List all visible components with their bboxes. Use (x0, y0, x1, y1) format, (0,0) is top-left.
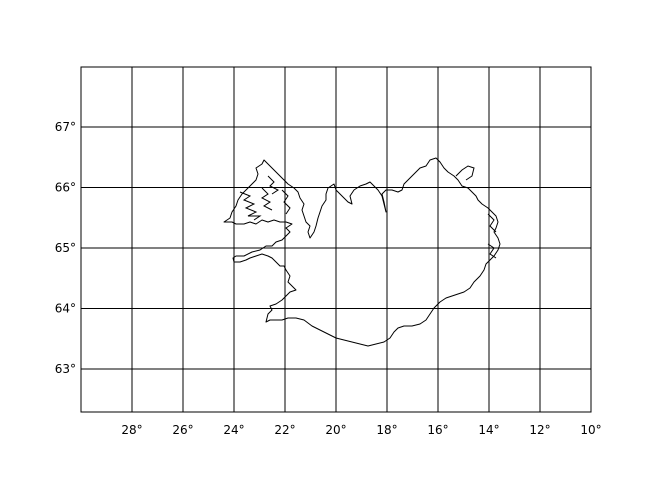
longitude-label: 12° (529, 423, 550, 437)
longitude-label: 16° (427, 423, 448, 437)
longitude-label: 20° (325, 423, 346, 437)
latitude-label: 66° (55, 181, 76, 195)
longitude-gridlines (131, 67, 541, 412)
longitude-label: 10° (580, 423, 601, 437)
latitude-label: 64° (55, 302, 76, 316)
westfjords-detail (239, 175, 291, 221)
longitude-label: 18° (376, 423, 397, 437)
longitude-labels: 28° 26° 24° 22° 20° 18° 16° 14° 12° 10° (121, 423, 601, 437)
longitude-label: 24° (223, 423, 244, 437)
longitude-label: 14° (478, 423, 499, 437)
iceland-coastline (223, 157, 501, 347)
longitude-label: 22° (274, 423, 295, 437)
latitude-label: 67° (55, 120, 76, 134)
northeast-detail (455, 165, 497, 259)
longitude-label: 28° (121, 423, 142, 437)
longitude-label: 26° (172, 423, 193, 437)
latitude-label: 65° (55, 241, 76, 255)
latitude-labels: 67° 66° 65° 64° 63° (55, 120, 76, 376)
latitude-gridlines (81, 126, 591, 370)
latitude-label: 63° (55, 362, 76, 376)
